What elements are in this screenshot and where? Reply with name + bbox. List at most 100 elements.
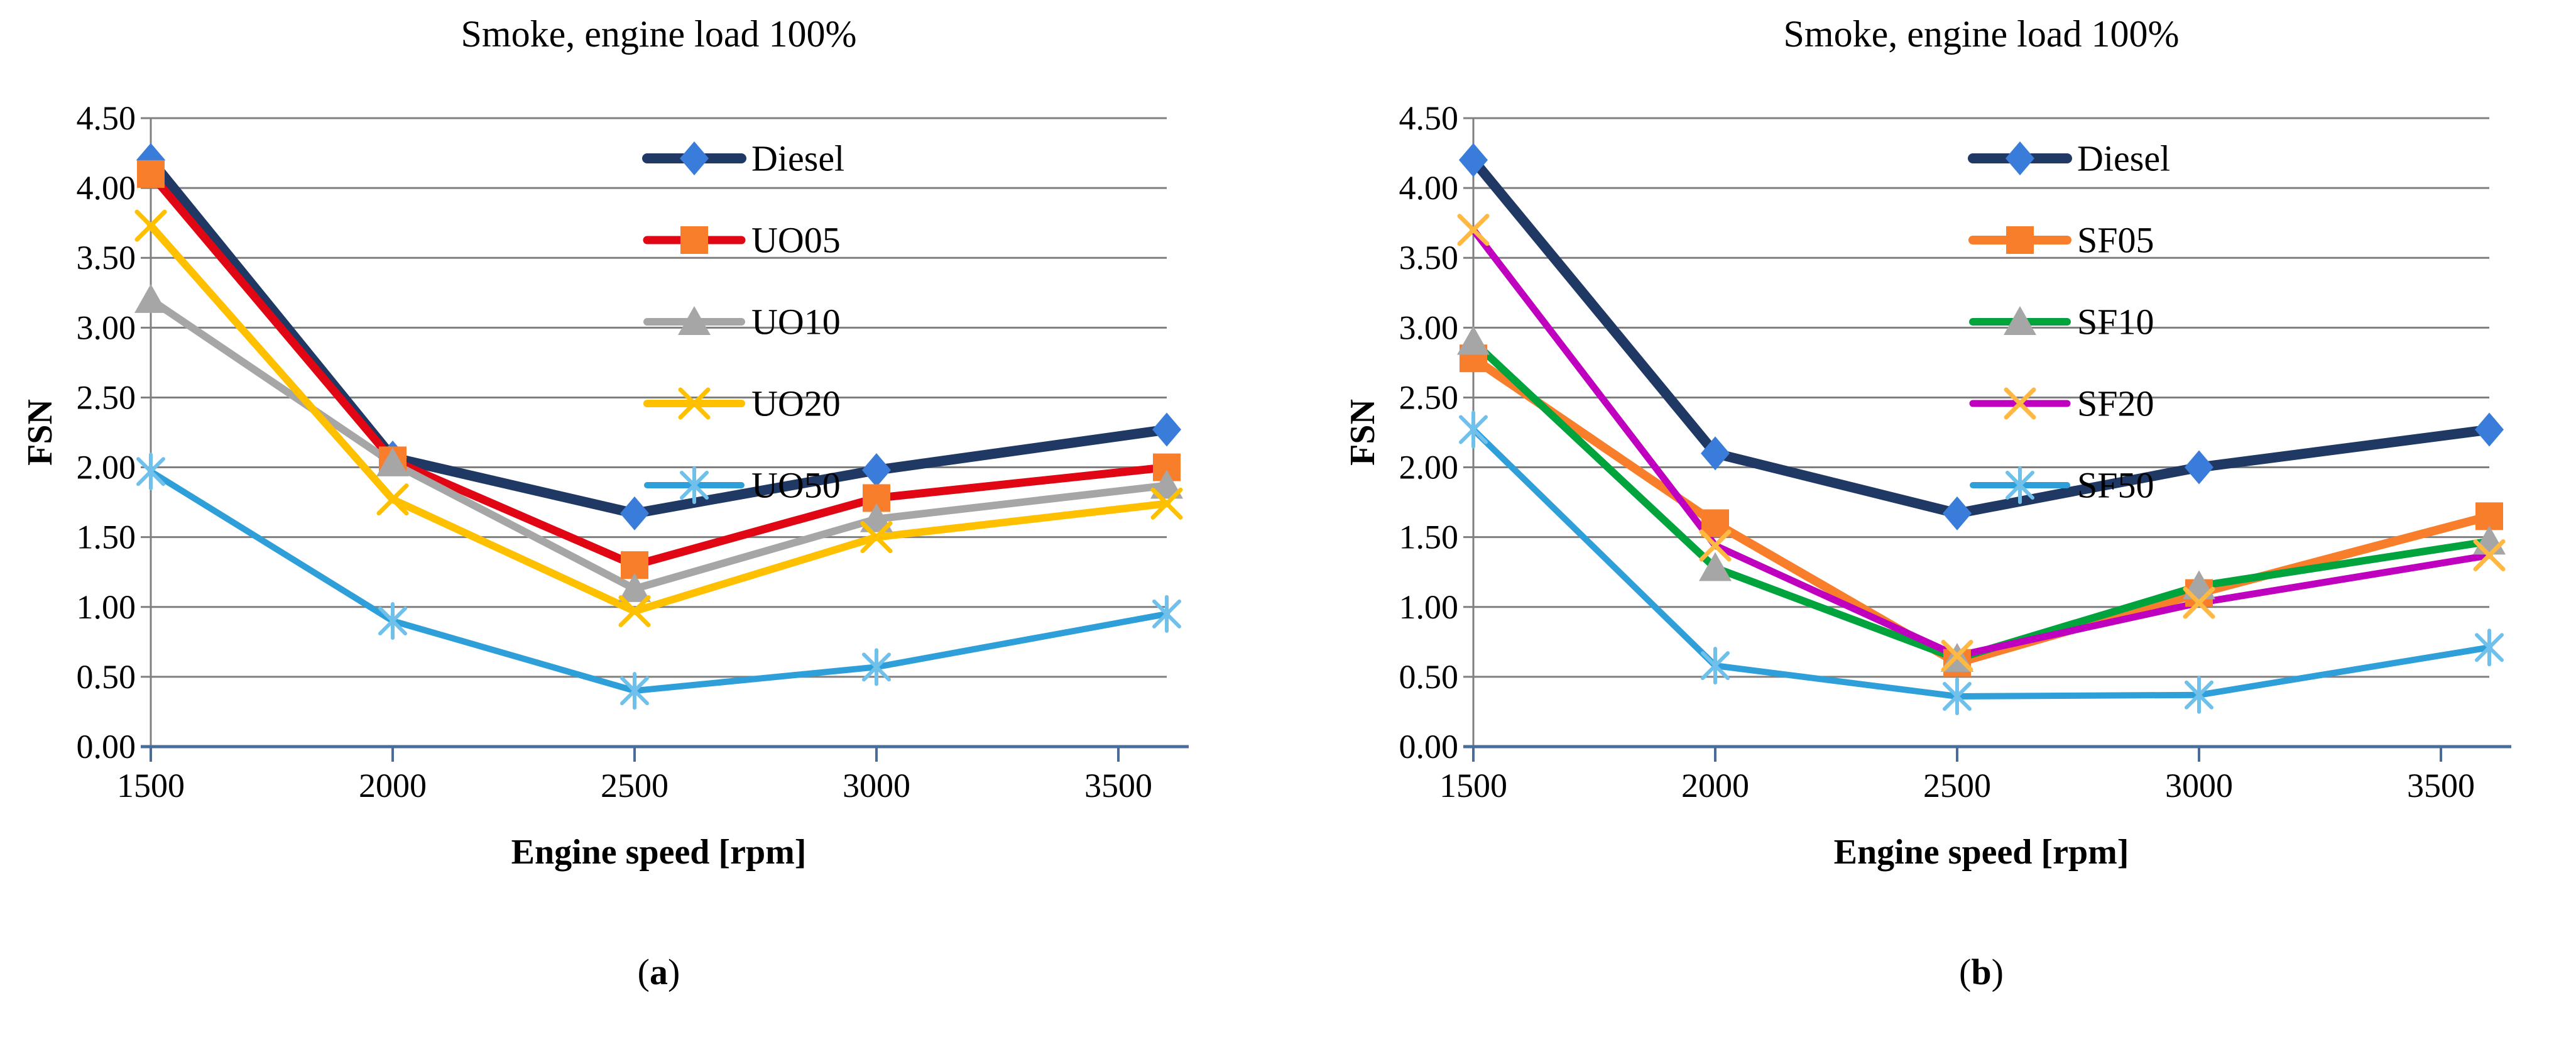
- marker-Diesel-3600: [2475, 412, 2504, 447]
- legend-label-UO10: UO10: [751, 302, 841, 343]
- legend-label-UO20: UO20: [751, 383, 841, 424]
- marker-Diesel-3000: [2185, 450, 2213, 485]
- legend-marker-SF50: [2006, 466, 2034, 504]
- legend-item-Diesel: Diesel: [642, 138, 844, 179]
- y-tick-label: 3.00: [77, 309, 136, 346]
- y-tick-label: 3.00: [1399, 309, 1459, 346]
- legend-marker-SF05: [2006, 226, 2034, 254]
- x-axis-title: Engine speed [rpm]: [1834, 833, 2129, 872]
- y-tick-label: 2.50: [1399, 378, 1459, 416]
- marker-UO20-2000: [376, 483, 409, 516]
- marker-UO50-2000: [378, 602, 407, 640]
- chart-svg: Diesel UO05 UO10 UO20 UO50 0.00 0.50 1.00 1.50 2.…: [21, 13, 1189, 992]
- y-axis-title: FSN: [21, 399, 60, 466]
- subfigure-caption: (b): [1959, 952, 2004, 992]
- marker-UO05-1500: [137, 160, 165, 188]
- marker-UO10-3600: [1150, 469, 1183, 499]
- marker-UO50-2500: [620, 672, 649, 710]
- legend-item-UO20: UO20: [643, 383, 841, 424]
- marker-SF20-2000: [1699, 529, 1732, 562]
- marker-Diesel-2000: [1701, 436, 1730, 471]
- legend-label-Diesel: Diesel: [751, 138, 844, 179]
- marker-SF50-3600: [2475, 628, 2504, 667]
- x-tick-label: 2500: [601, 767, 669, 804]
- y-tick-label: 3.50: [77, 239, 136, 277]
- series-line-UO20: [147, 222, 1171, 615]
- chart-title: Smoke, engine load 100%: [461, 13, 857, 55]
- legend-item-SF20: SF20: [1969, 383, 2154, 424]
- marker-SF50-2000: [1701, 647, 1730, 685]
- legend-label-UO50: UO50: [751, 465, 841, 506]
- x-tick-label: 3000: [843, 767, 910, 804]
- y-tick-label: 0.00: [1399, 728, 1459, 765]
- y-tick-label: 0.50: [1399, 658, 1459, 696]
- legend-item-SF50: SF50: [1970, 465, 2154, 506]
- marker-SF10-2000: [1699, 552, 1732, 581]
- legend-item-UO50: UO50: [644, 465, 841, 506]
- legend-marker-UO10: [678, 306, 711, 335]
- legend-marker-SF10: [2004, 306, 2036, 335]
- marker-UO10-2500: [618, 573, 651, 602]
- y-tick-label: 1.50: [1399, 518, 1459, 556]
- marker-Diesel-2500: [620, 496, 649, 530]
- marker-SF50-3000: [2185, 676, 2213, 714]
- marker-SF20-1500: [1457, 214, 1490, 246]
- marker-Diesel-3600: [1152, 412, 1181, 447]
- y-tick-label: 2.00: [1399, 449, 1459, 486]
- legend-item-Diesel: Diesel: [1968, 138, 2170, 179]
- marker-SF50-2500: [1943, 678, 1972, 715]
- y-tick-label: 0.00: [77, 728, 136, 765]
- marker-UO50-3600: [1152, 595, 1181, 633]
- legend-label-Diesel: Diesel: [2077, 138, 2170, 179]
- x-tick-label: 3500: [1084, 767, 1152, 804]
- legend-label-SF05: SF05: [2077, 220, 2154, 261]
- legend-item-SF05: SF05: [1968, 220, 2154, 261]
- x-tick-label: 1500: [1439, 767, 1507, 804]
- x-axis-title: Engine speed [rpm]: [511, 833, 807, 872]
- y-tick-label: 4.00: [1399, 169, 1459, 207]
- legend-marker-UO50: [680, 466, 709, 504]
- legend-label-SF20: SF20: [2077, 383, 2154, 424]
- subfigure-caption: (a): [638, 952, 680, 992]
- legend-marker-SF20: [2004, 387, 2036, 420]
- marker-UO20-3600: [1150, 487, 1183, 520]
- y-tick-label: 2.00: [77, 449, 136, 486]
- marker-Diesel-1500: [1459, 143, 1488, 177]
- series-line-SF20: [1470, 226, 2493, 660]
- marker-UO10-3000: [860, 503, 893, 532]
- marker-UO50-1500: [136, 453, 165, 491]
- marker-SF05-2000: [1701, 509, 1729, 537]
- marker-SF50-1500: [1459, 410, 1488, 449]
- legend-marker-Diesel: [2006, 141, 2034, 175]
- x-tick-label: 2000: [1681, 767, 1749, 804]
- marker-UO20-2500: [618, 595, 651, 627]
- legend-item-SF10: SF10: [1969, 302, 2154, 343]
- x-tick-label: 3500: [2407, 767, 2475, 804]
- marker-SF20-2500: [1941, 640, 1973, 672]
- chart-title: Smoke, engine load 100%: [1784, 13, 2180, 55]
- y-tick-label: 4.50: [77, 99, 136, 137]
- legend-item-UO10: UO10: [643, 302, 841, 343]
- marker-Diesel-3000: [862, 453, 891, 487]
- legend-label-SF50: SF50: [2077, 465, 2154, 506]
- series-line-Diesel: [146, 155, 1172, 518]
- chart-svg: Diesel SF05 SF10 SF20 SF50 0.00 0.50 1.00 1.50 2.…: [1343, 13, 2511, 992]
- y-tick-label: 4.50: [1399, 99, 1459, 137]
- x-tick-label: 2000: [359, 767, 427, 804]
- y-tick-label: 4.00: [77, 169, 136, 207]
- y-tick-label: 1.00: [1399, 588, 1459, 626]
- x-tick-label: 1500: [117, 767, 185, 804]
- legend-marker-Diesel: [680, 141, 709, 175]
- marker-UO20-3000: [860, 521, 893, 554]
- legend-marker-UO20: [678, 387, 711, 420]
- x-tick-label: 2500: [1923, 767, 1991, 804]
- y-tick-label: 0.50: [77, 658, 136, 696]
- y-tick-label: 1.00: [77, 588, 136, 626]
- legend-item-UO05: UO05: [643, 220, 841, 261]
- legend-marker-UO05: [680, 226, 708, 254]
- marker-UO50-3000: [862, 648, 891, 686]
- marker-UO10-1500: [134, 283, 167, 313]
- y-tick-label: 2.50: [77, 378, 136, 416]
- chart-a-uo-blends: Diesel UO05 UO10 UO20 UO50 0.00 0.50 1.00 1.50 2.…: [21, 13, 1189, 992]
